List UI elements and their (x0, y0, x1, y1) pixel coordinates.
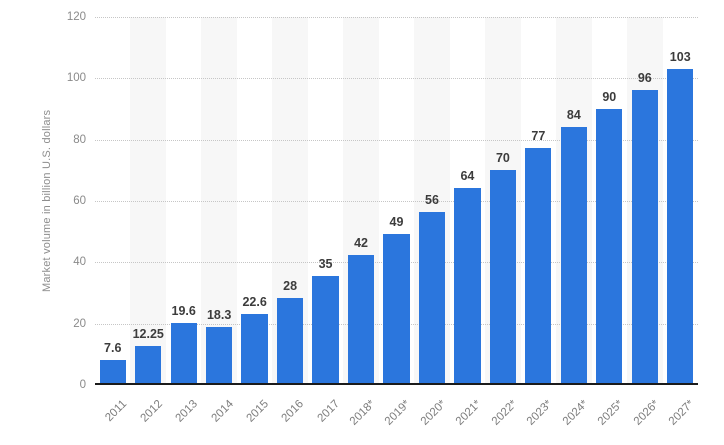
x-axis-tick-label: 2020* (418, 398, 449, 428)
x-axis-tick-label: 2026* (631, 398, 662, 428)
bar-value-label: 64 (460, 168, 475, 183)
x-axis-tick-label: 2027* (666, 398, 697, 428)
y-axis-tick-label: 0 (79, 379, 86, 391)
gridline (95, 201, 698, 202)
bar-columns: 7.6 12.25 19.6 18.3 22.6 28 35 42 49 56 64 70 77 84 90… (95, 17, 698, 383)
bar-column: 7.6 (95, 17, 130, 383)
bar-value-label: 22.6 (242, 295, 267, 310)
bar-value-label: 96 (637, 71, 652, 86)
bar-value-label: 90 (602, 89, 617, 104)
y-axis: 0 20 40 60 80 100 120 (0, 11, 86, 391)
bar-value-label: 77 (531, 129, 546, 144)
bar-column: 64 (450, 17, 485, 383)
bar-column: 49 (379, 17, 414, 383)
bar-value-label: 28 (283, 278, 298, 293)
bar-column: 84 (556, 17, 592, 383)
bar[interactable] (241, 314, 268, 383)
bar-column: 18.3 (201, 17, 237, 383)
x-axis-tick-label: 2021* (454, 398, 484, 428)
bar-column: 35 (308, 17, 343, 383)
bar-value-label: 19.6 (171, 304, 196, 319)
x-axis-tick-label: 2014 (209, 398, 236, 425)
y-axis-tick-label: 60 (73, 195, 86, 207)
x-axis-tick-label: 2024* (560, 398, 591, 428)
bar[interactable] (276, 297, 304, 383)
x-axis-tick-label: 2019* (383, 398, 413, 428)
bar[interactable] (135, 345, 162, 383)
x-axis-tick-label: 2022* (489, 398, 520, 428)
bar-column: 103 (663, 17, 698, 383)
bar[interactable] (418, 212, 446, 383)
bar-value-label: 42 (354, 235, 368, 250)
bar-column: 42 (343, 17, 379, 383)
x-axis-tick-label: 2018* (347, 398, 378, 428)
x-axis-tick-label: 2015 (244, 398, 272, 425)
x-axis-tick-label: 2025* (596, 398, 626, 428)
bar[interactable] (206, 327, 233, 383)
x-axis-tick-label: 2023* (525, 398, 555, 428)
bar-value-label: 84 (566, 107, 581, 122)
bar[interactable] (596, 108, 623, 383)
bar-value-label: 103 (669, 49, 691, 64)
y-axis-tick-label: 80 (73, 133, 86, 146)
gridline (95, 139, 698, 141)
bar[interactable] (383, 233, 410, 383)
bar[interactable] (454, 187, 481, 383)
bar-column: 19.6 (166, 17, 201, 383)
bar[interactable] (667, 68, 694, 383)
bar-value-label: 56 (425, 193, 439, 208)
gridline (95, 78, 698, 80)
plot-area: 7.6 12.25 19.6 18.3 22.6 28 35 42 49 56 64 70 77 84 90… (95, 17, 698, 385)
bar-value-label: 7.6 (104, 340, 122, 355)
x-axis-labels: 2011 2012 2013 2014 2015 2016 2017 2018* 2019* 20… (95, 390, 698, 445)
bar-value-label: 18.3 (206, 308, 232, 323)
bar[interactable] (525, 148, 552, 383)
bar-column: 28 (272, 17, 308, 383)
x-axis-tick-label: 2012 (138, 398, 165, 425)
bar-column: 70 (485, 17, 521, 383)
bar-value-label: 12.25 (132, 326, 164, 341)
bar[interactable] (347, 254, 375, 383)
bar[interactable] (631, 90, 658, 383)
bar-value-label: 49 (389, 214, 404, 229)
gridline (95, 17, 698, 18)
bar[interactable] (560, 126, 587, 383)
x-axis-tick-label: 2017 (315, 398, 343, 425)
bar-value-label: 35 (318, 257, 333, 272)
x-axis-tick-label: 2013 (173, 398, 201, 425)
y-axis-tick-label: 120 (66, 11, 86, 23)
y-axis-tick-label: 100 (66, 72, 86, 85)
y-axis-tick-label: 20 (73, 317, 86, 330)
bar-column: 90 (592, 17, 627, 383)
bar[interactable] (312, 276, 339, 383)
bar-column: 77 (521, 17, 556, 383)
bar-column: 22.6 (237, 17, 272, 383)
x-axis-tick-label: 2016 (279, 398, 307, 425)
bar-column: 12.25 (130, 17, 166, 383)
bar[interactable] (170, 323, 197, 383)
bar[interactable] (489, 169, 516, 383)
bar-column: 56 (414, 17, 450, 383)
x-axis-tick-label: 2011 (103, 398, 130, 424)
bar[interactable] (99, 359, 126, 383)
y-axis-tick-label: 40 (73, 256, 86, 269)
bar-column: 96 (627, 17, 663, 383)
bar-value-label: 70 (495, 150, 510, 165)
